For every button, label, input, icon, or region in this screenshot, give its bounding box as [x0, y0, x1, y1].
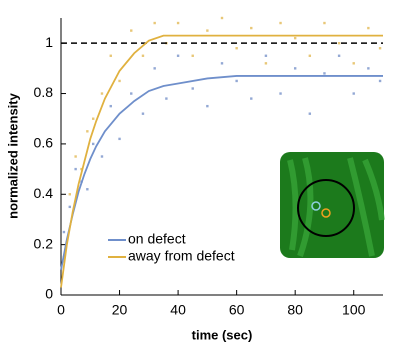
- data-point: [86, 130, 89, 133]
- data-point: [153, 67, 156, 70]
- data-point: [100, 155, 104, 158]
- data-point: [206, 29, 209, 32]
- data-point: [337, 41, 341, 45]
- data-point: [109, 54, 112, 57]
- data-point: [220, 62, 224, 65]
- data-point: [141, 112, 145, 115]
- legend-label: away from defect: [128, 248, 235, 264]
- data-point: [130, 92, 133, 95]
- y-tick-label: 0.4: [34, 185, 54, 201]
- y-tick-label: 0.6: [34, 135, 54, 151]
- x-tick-label: 40: [170, 302, 186, 318]
- data-point: [62, 230, 66, 234]
- data-point: [279, 92, 282, 95]
- data-point: [308, 112, 312, 115]
- x-axis-label: time (sec): [192, 327, 253, 342]
- data-point: [74, 155, 77, 158]
- data-point: [323, 21, 326, 25]
- inset-image: [280, 152, 385, 258]
- y-tick-label: 1: [45, 34, 53, 50]
- data-point: [80, 167, 83, 171]
- data-point: [367, 26, 370, 30]
- data-point: [153, 21, 156, 25]
- data-point: [367, 67, 370, 70]
- data-point: [250, 26, 253, 30]
- data-point: [352, 92, 355, 95]
- y-tick-label: 0.2: [34, 235, 54, 251]
- fit-line: [60, 34, 383, 288]
- data-point: [118, 79, 121, 83]
- y-tick-label: 0.8: [34, 84, 54, 100]
- data-point: [141, 54, 145, 57]
- data-point: [264, 54, 268, 57]
- data-point: [109, 104, 112, 108]
- data-point: [220, 16, 224, 20]
- data-point: [92, 117, 95, 120]
- legend-label: on defect: [128, 231, 186, 247]
- data-point: [176, 54, 180, 57]
- x-tick-label: 0: [57, 302, 65, 318]
- data-point: [74, 167, 77, 171]
- data-point: [235, 79, 238, 83]
- data-point: [68, 193, 71, 196]
- y-tick-label: 0: [45, 286, 53, 302]
- data-point: [337, 54, 341, 57]
- data-point: [250, 97, 253, 100]
- data-point: [378, 47, 382, 50]
- data-point: [206, 104, 209, 108]
- data-point: [308, 54, 312, 57]
- data-point: [86, 188, 89, 191]
- data-point: [100, 92, 104, 95]
- data-point: [279, 21, 282, 25]
- data-point: [378, 79, 382, 83]
- x-tick-label: 60: [229, 302, 245, 318]
- data-point: [118, 137, 121, 141]
- data-point: [130, 29, 133, 32]
- data-point: [293, 67, 297, 70]
- data-point: [352, 62, 355, 65]
- x-tick-label: 100: [342, 302, 366, 318]
- data-point: [323, 72, 326, 75]
- data-point: [68, 205, 71, 209]
- data-point: [264, 62, 268, 65]
- fit-line: [60, 75, 383, 270]
- data-point: [176, 21, 180, 25]
- x-tick-label: 80: [287, 302, 303, 318]
- data-point: [165, 97, 168, 100]
- data-point: [191, 54, 194, 57]
- data-point: [191, 87, 194, 90]
- data-point: [235, 47, 238, 50]
- x-tick-label: 20: [112, 302, 128, 318]
- y-axis-label: normalized intensity: [5, 92, 20, 218]
- data-point: [92, 142, 95, 146]
- data-point: [293, 36, 297, 40]
